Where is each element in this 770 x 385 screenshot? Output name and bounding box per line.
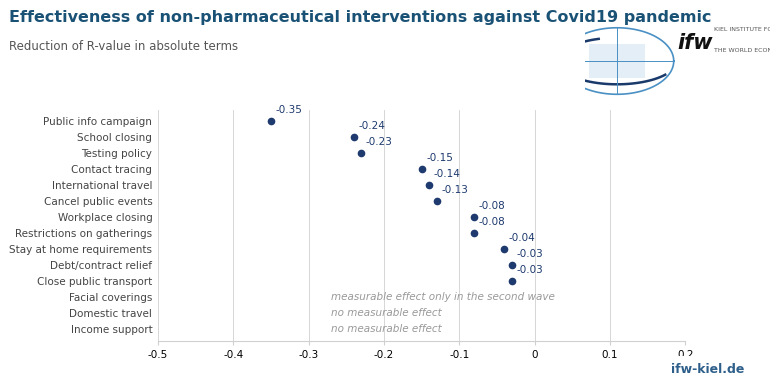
Text: -0.03: -0.03 <box>517 249 544 259</box>
Text: -0.03: -0.03 <box>517 265 544 275</box>
Text: -0.35: -0.35 <box>276 105 303 115</box>
Text: -0.08: -0.08 <box>479 201 506 211</box>
Text: „The effectiveness of non-pharmaceutical interventions during the Covid-19 pande: „The effectiveness of non-pharmaceutical… <box>52 365 547 374</box>
FancyBboxPatch shape <box>589 44 645 78</box>
Text: Effectiveness of non-pharmaceutical interventions against Covid19 pandemic: Effectiveness of non-pharmaceutical inte… <box>9 10 711 25</box>
Text: -0.14: -0.14 <box>434 169 460 179</box>
Text: -0.08: -0.08 <box>479 217 506 227</box>
FancyBboxPatch shape <box>651 356 765 382</box>
Text: THE WORLD ECONOMY: THE WORLD ECONOMY <box>715 48 770 53</box>
Text: Source:: Source: <box>9 365 46 374</box>
Text: -0.15: -0.15 <box>426 153 453 163</box>
Text: ifw: ifw <box>678 33 713 54</box>
Text: no measurable effect: no measurable effect <box>331 308 442 318</box>
Text: no measurable effect: no measurable effect <box>331 325 442 335</box>
Text: -0.13: -0.13 <box>441 185 468 195</box>
Text: -0.24: -0.24 <box>358 121 385 131</box>
Text: KIEL INSTITUTE FOR: KIEL INSTITUTE FOR <box>715 27 770 32</box>
Text: ifw-kiel.de: ifw-kiel.de <box>671 363 745 376</box>
Text: -0.23: -0.23 <box>366 137 393 147</box>
Text: measurable effect only in the second wave: measurable effect only in the second wav… <box>331 293 555 302</box>
Text: Reduction of R-value in absolute terms: Reduction of R-value in absolute terms <box>9 40 239 54</box>
Text: -0.04: -0.04 <box>509 233 536 243</box>
